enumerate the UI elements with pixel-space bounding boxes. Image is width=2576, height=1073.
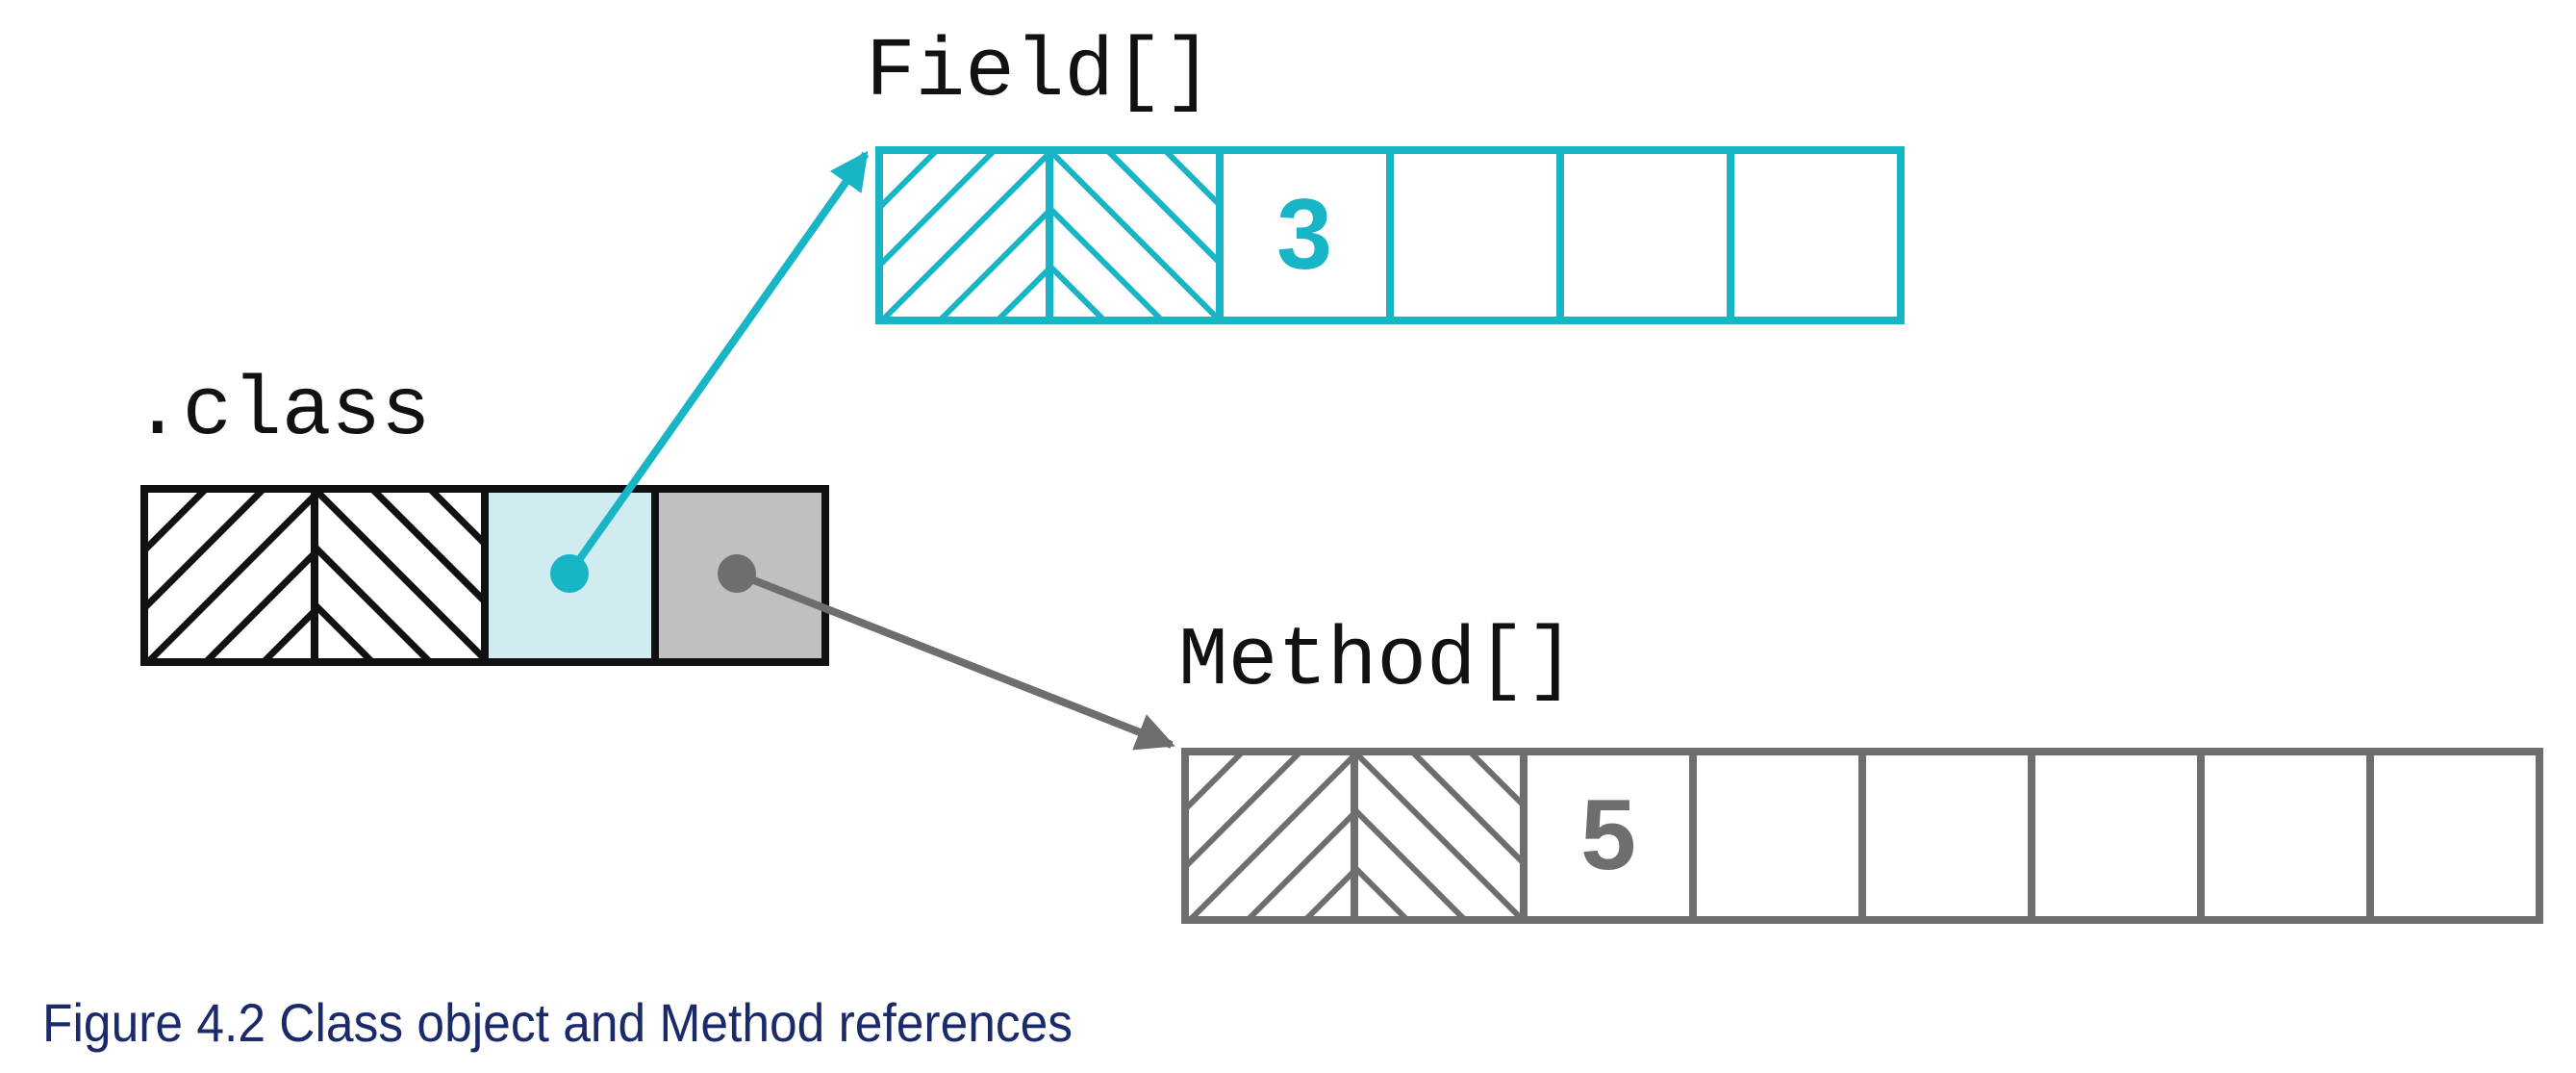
class-object-array bbox=[140, 485, 829, 666]
figure-caption: Figure 4.2 Class object and Method refer… bbox=[42, 992, 1073, 1053]
method-pointer-dot bbox=[718, 554, 756, 593]
field-header-hatch-1 bbox=[879, 150, 1049, 320]
method-array-label: Method[] bbox=[1178, 614, 1576, 708]
method-header-hatch-1 bbox=[1185, 752, 1354, 920]
field-array: 3 bbox=[875, 146, 1905, 324]
class-header-hatch-1 bbox=[144, 489, 315, 662]
field-count-value: 3 bbox=[1276, 179, 1332, 291]
field-reference-arrow bbox=[550, 150, 870, 593]
method-header-hatch-2 bbox=[1354, 752, 1524, 920]
class-label: .class bbox=[133, 364, 431, 458]
method-count-value: 5 bbox=[1580, 779, 1636, 891]
field-pointer-dot bbox=[550, 554, 589, 593]
class-header-hatch-2 bbox=[315, 489, 485, 662]
method-array: 5 bbox=[1181, 748, 2543, 924]
method-reference-arrow bbox=[718, 554, 1175, 751]
field-array-label: Field[] bbox=[866, 25, 1213, 119]
field-header-hatch-2 bbox=[1049, 150, 1220, 320]
